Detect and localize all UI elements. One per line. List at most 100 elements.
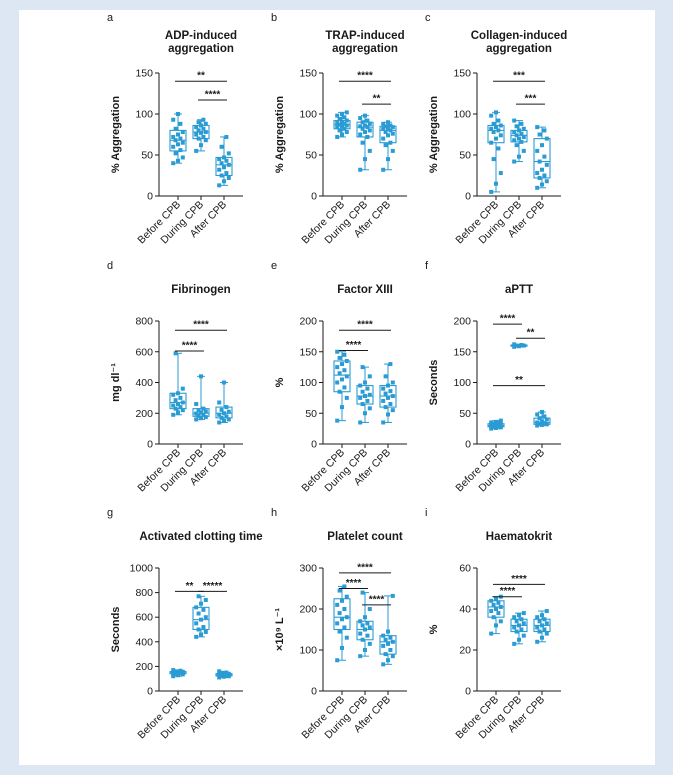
- point-h-0-2: [344, 635, 349, 640]
- point-h-0-8: [337, 611, 342, 616]
- point-h-2-9: [388, 635, 393, 640]
- panel-g: g Activated clotting time Seconds 0 200 400 60…: [107, 507, 263, 741]
- point-b-1-9: [365, 125, 370, 130]
- significance-label-g-0: **: [186, 581, 194, 592]
- point-d-0-5: [171, 403, 176, 408]
- point-h-0-0: [335, 658, 340, 663]
- point-i-0-0: [489, 631, 494, 636]
- y-tick-label-h-2: 200: [299, 604, 317, 616]
- point-d-2-0: [217, 420, 222, 425]
- point-h-1-2: [367, 641, 372, 646]
- point-f-2-9: [542, 414, 547, 419]
- point-b-1-13: [360, 120, 365, 125]
- point-c-0-8: [491, 130, 496, 135]
- box-d-2: [215, 406, 233, 419]
- point-h-0-14: [342, 584, 347, 589]
- point-h-2-6: [386, 641, 390, 646]
- point-h-2-2: [390, 654, 395, 659]
- point-f-2-0: [535, 423, 540, 428]
- y-tick-label-g-5: 1000: [130, 563, 154, 575]
- point-c-1-1: [517, 154, 521, 159]
- point-c-0-6: [494, 136, 498, 141]
- point-b-2-13: [383, 124, 388, 129]
- point-a-0-2: [180, 155, 185, 160]
- point-c-1-2: [521, 148, 526, 153]
- point-c-2-6: [540, 167, 544, 172]
- point-g-1-10: [194, 605, 199, 610]
- point-b-1-5: [358, 132, 363, 137]
- point-e-2-10: [381, 386, 386, 391]
- point-a-1-12: [203, 121, 208, 126]
- panel-letter-e: e: [271, 260, 277, 272]
- point-e-2-6: [386, 395, 390, 400]
- point-a-1-3: [196, 136, 201, 141]
- point-c-2-13: [537, 132, 542, 137]
- point-a-0-10: [171, 134, 176, 139]
- point-i-1-2: [521, 633, 526, 638]
- point-e-0-5: [335, 380, 340, 385]
- point-i-1-5: [512, 625, 517, 630]
- point-c-1-11: [517, 128, 521, 133]
- chart-title-f-0: aPTT: [505, 284, 533, 296]
- point-h-0-11: [340, 598, 344, 603]
- point-c-1-15: [512, 118, 517, 123]
- point-e-2-4: [388, 402, 393, 407]
- point-b-0-12: [344, 118, 349, 123]
- point-e-2-5: [381, 398, 386, 403]
- point-b-0-2: [344, 130, 349, 135]
- point-e-1-1: [363, 411, 367, 416]
- point-h-1-10: [358, 619, 363, 624]
- point-c-2-4: [542, 173, 547, 178]
- point-a-2-0: [217, 183, 222, 188]
- point-a-2-14: [224, 134, 229, 139]
- point-b-0-16: [340, 112, 344, 116]
- point-b-1-6: [363, 130, 367, 135]
- significance-label-f-0: ****: [500, 314, 516, 325]
- point-b-1-15: [358, 116, 363, 121]
- point-h-0-3: [337, 629, 342, 634]
- point-e-2-14: [388, 362, 393, 367]
- point-f-0-4: [496, 424, 501, 429]
- point-d-0-8: [173, 398, 178, 403]
- point-f-1-1: [517, 344, 521, 349]
- point-a-1-11: [199, 123, 203, 128]
- point-c-1-10: [512, 130, 517, 135]
- point-b-0-9: [342, 121, 347, 126]
- point-h-1-6: [363, 627, 367, 632]
- point-e-1-12: [367, 374, 372, 379]
- point-i-2-0: [535, 639, 540, 644]
- y-axis-label-b: % Aggregation: [274, 96, 286, 173]
- y-tick-label-c-3: 150: [453, 68, 471, 80]
- point-a-1-13: [196, 120, 201, 125]
- point-f-0-6: [494, 422, 498, 427]
- point-h-2-10: [381, 633, 386, 638]
- point-a-0-4: [178, 148, 183, 153]
- point-f-2-11: [540, 410, 544, 415]
- y-tick-label-a-2: 100: [135, 109, 153, 121]
- significance-label-g-1: *****: [203, 581, 223, 592]
- point-d-0-2: [180, 408, 185, 413]
- point-d-1-9: [201, 406, 206, 411]
- point-g-2-1: [222, 674, 226, 679]
- point-c-2-8: [537, 159, 542, 164]
- point-c-1-0: [512, 159, 517, 164]
- point-h-1-12: [367, 607, 372, 611]
- point-e-2-7: [390, 394, 395, 399]
- point-a-2-7: [226, 162, 231, 167]
- point-d-0-6: [176, 402, 180, 407]
- point-d-0-3: [173, 406, 178, 411]
- point-a-0-12: [180, 130, 185, 135]
- point-i-0-2: [498, 619, 503, 624]
- point-i-2-3: [537, 629, 542, 634]
- point-b-2-14: [388, 123, 393, 128]
- point-i-1-8: [514, 619, 519, 624]
- point-e-2-0: [381, 420, 386, 425]
- point-d-2-6: [222, 411, 226, 416]
- point-g-0-6: [176, 670, 180, 675]
- point-i-0-7: [498, 604, 503, 609]
- point-b-0-13: [337, 116, 342, 121]
- point-e-1-4: [365, 398, 370, 403]
